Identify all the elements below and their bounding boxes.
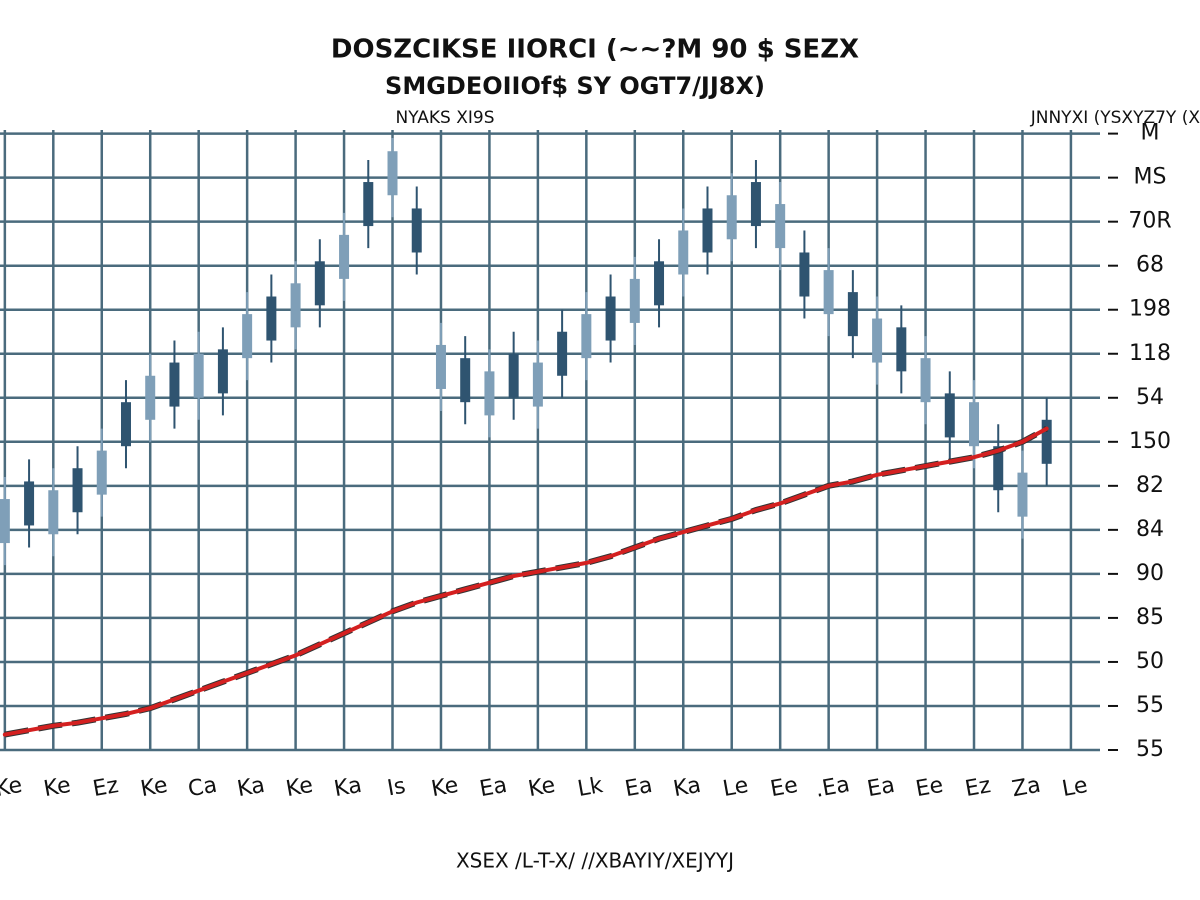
x-tick-label: Ea bbox=[478, 773, 509, 802]
line-outline bbox=[4, 425, 1049, 738]
candle-body bbox=[775, 204, 786, 249]
x-tick-label: Ke bbox=[42, 773, 73, 802]
candle-body bbox=[266, 296, 277, 341]
candle-body bbox=[605, 296, 616, 341]
candle-body bbox=[120, 402, 131, 447]
x-axis-label: XSEX /L-T-X/ //XBAYIY/XEJYYJ bbox=[456, 849, 734, 873]
candle-body bbox=[339, 234, 350, 279]
line bbox=[2, 426, 1049, 737]
annotation: NYAKS XI9S bbox=[395, 108, 494, 128]
x-tick-label: Lk bbox=[576, 773, 605, 802]
annotation: JNNYXI (YSXYZ7Y (X bbox=[1030, 108, 1200, 128]
x-tick-label: Ee bbox=[768, 773, 799, 802]
candle-body bbox=[654, 261, 665, 306]
x-tick-label: Za bbox=[1010, 773, 1042, 803]
y-tick-label: 68 bbox=[1136, 253, 1164, 278]
chart-subtitle: SMGDEOIIOf$ SY OGT7/JJ8X) bbox=[385, 72, 765, 100]
candle-body bbox=[799, 252, 810, 297]
candle-body bbox=[678, 230, 689, 275]
x-tick-label: Ee bbox=[914, 773, 945, 802]
x-tick-label: Ka bbox=[332, 773, 363, 802]
candle-body bbox=[872, 318, 883, 363]
candle-body bbox=[847, 292, 858, 337]
x-tick-label: Ke bbox=[284, 773, 315, 802]
candle-body bbox=[1017, 472, 1028, 517]
marks bbox=[0, 138, 1052, 738]
candle-body bbox=[387, 151, 398, 196]
candle-body bbox=[702, 208, 713, 253]
x-tick-label: Ez bbox=[963, 773, 992, 802]
candle-body bbox=[411, 208, 422, 253]
candle-body bbox=[823, 270, 834, 315]
x-tick-label: Ke bbox=[526, 773, 557, 802]
x-tick-label: Ka bbox=[671, 773, 702, 802]
candle-body bbox=[96, 450, 107, 495]
candle-body bbox=[726, 195, 737, 240]
y-tick-label: 150 bbox=[1129, 429, 1171, 454]
candle-body bbox=[629, 278, 640, 323]
candle-body bbox=[969, 402, 980, 447]
y-tick-label: 50 bbox=[1136, 649, 1164, 674]
x-tick-label: Ke bbox=[139, 773, 170, 802]
y-tick-label: 118 bbox=[1129, 341, 1171, 366]
candle-body bbox=[48, 490, 59, 535]
candle-body bbox=[896, 327, 907, 372]
chart-title: DOSZCIKSE IIORCI (~~?M 90 $ SEZX bbox=[331, 35, 859, 65]
x-tick-label: Ka bbox=[235, 773, 266, 802]
x-tick-label: Ea bbox=[623, 773, 654, 802]
candle-body bbox=[920, 358, 931, 403]
y-tick-label: 90 bbox=[1136, 561, 1164, 586]
y-tick-label: MS bbox=[1134, 165, 1167, 190]
x-tick-label: Ca bbox=[186, 773, 219, 803]
candle-body bbox=[363, 182, 374, 227]
y-tick-label: 54 bbox=[1136, 385, 1164, 410]
x-tick-label: Ke bbox=[429, 773, 460, 802]
candle-body bbox=[1041, 419, 1052, 464]
x-tick-label: Is bbox=[385, 774, 407, 802]
candle-body bbox=[557, 331, 568, 376]
x-tick-label: .Ea bbox=[813, 772, 851, 803]
candle-body bbox=[242, 314, 253, 359]
candle-body bbox=[290, 283, 301, 328]
candle-body bbox=[435, 344, 446, 389]
candle-body bbox=[0, 499, 10, 544]
y-tick-label: 55 bbox=[1136, 693, 1164, 718]
candle-body bbox=[145, 375, 156, 420]
y-tick-label: 85 bbox=[1136, 605, 1164, 630]
grid: 55 55 50 85 90 84 82 150 54 118 198 68 70R MS M Ke Ke Ez K… bbox=[0, 121, 1172, 803]
y-tick-label: M bbox=[1141, 121, 1160, 146]
y-tick-label: 55 bbox=[1136, 737, 1164, 762]
x-tick-label: Ea bbox=[865, 773, 896, 802]
candle-body bbox=[484, 371, 495, 416]
x-tick-label: Ke bbox=[0, 773, 24, 802]
candle-body bbox=[581, 314, 592, 359]
candle-body bbox=[72, 468, 83, 513]
candle-body bbox=[193, 353, 204, 398]
candle-body bbox=[169, 362, 180, 407]
x-tick-label: Le bbox=[1060, 773, 1089, 802]
candle-body bbox=[750, 182, 761, 227]
y-tick-label: 70R bbox=[1128, 209, 1171, 234]
y-tick-label: 84 bbox=[1136, 517, 1164, 542]
candle-body bbox=[460, 358, 471, 403]
y-tick-label: 198 bbox=[1129, 297, 1171, 322]
candle-body bbox=[993, 446, 1004, 491]
candle-body bbox=[314, 261, 325, 306]
candle-body bbox=[944, 393, 955, 438]
x-tick-label: Ez bbox=[91, 773, 120, 802]
x-tick-label: Le bbox=[721, 773, 750, 802]
candle-body bbox=[24, 481, 35, 526]
candle-body bbox=[217, 349, 228, 394]
y-tick-label: 82 bbox=[1136, 473, 1164, 498]
candle-body bbox=[532, 362, 543, 407]
candle-body bbox=[508, 353, 519, 398]
